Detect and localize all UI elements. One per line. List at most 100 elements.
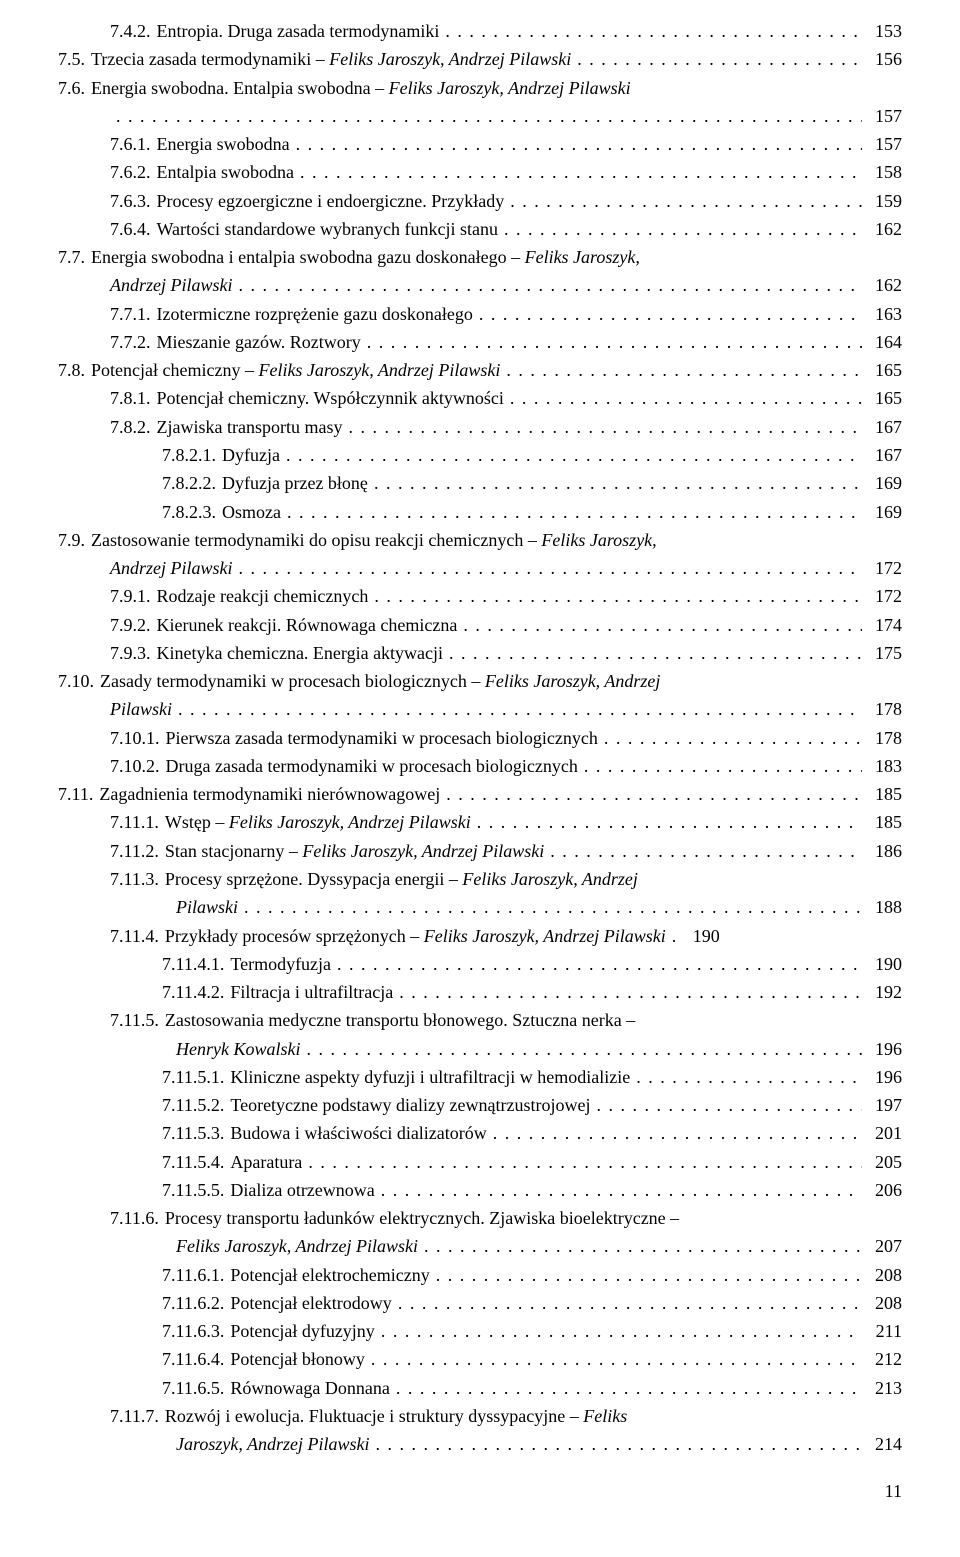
page-ref: 153	[862, 18, 902, 44]
entry-authors: Feliks Jaroszyk, Andrzej	[485, 671, 660, 691]
section-number: 7.11.1.	[110, 809, 165, 835]
leader-dots	[281, 499, 862, 525]
entry-title: Mieszanie gazów. Roztwory	[157, 329, 361, 355]
section-number: 7.4.2.	[110, 18, 157, 44]
leader-dots	[233, 555, 863, 581]
toc-entry: 7.11.6.4.Potencjał błonowy212	[58, 1346, 902, 1372]
entry-title: Zasady termodynamiki w procesach biologi…	[100, 668, 660, 694]
leader-dots	[365, 1346, 862, 1372]
toc-entry: 7.9.2.Kierunek reakcji. Równowaga chemic…	[58, 612, 902, 638]
page-ref: 208	[862, 1290, 902, 1316]
toc-entry-continuation: Henryk Kowalski196	[58, 1036, 902, 1062]
leader-dots	[294, 159, 862, 185]
toc-entry-continuation: Andrzej Pilawski172	[58, 555, 902, 581]
entry-continuation-text: Henryk Kowalski	[176, 1036, 300, 1062]
toc-entry: 7.9.3.Kinetyka chemiczna. Energia aktywa…	[58, 640, 902, 666]
section-number: 7.7.	[58, 244, 91, 270]
leader-dots	[375, 1318, 862, 1344]
page-ref: 158	[862, 159, 902, 185]
page-ref: 211	[862, 1318, 902, 1344]
leader-dots	[368, 583, 862, 609]
toc-entry: 7.11.4.1.Termodyfuzja190	[58, 951, 902, 977]
page-ref: 169	[862, 499, 902, 525]
leader-dots	[457, 612, 862, 638]
entry-continuation-text: Andrzej Pilawski	[110, 272, 233, 298]
page-ref: 214	[862, 1431, 902, 1457]
toc-entry: 7.8.Potencjał chemiczny – Feliks Jaroszy…	[58, 357, 902, 383]
page-ref: 186	[862, 838, 902, 864]
entry-title: Dializa otrzewnowa	[230, 1177, 374, 1203]
page-ref: 157	[862, 103, 902, 129]
toc-entry: 7.5.Trzecia zasada termodynamiki – Felik…	[58, 46, 902, 72]
section-number: 7.6.4.	[110, 216, 157, 242]
page-ref: 174	[862, 612, 902, 638]
section-number: 7.10.	[58, 668, 100, 694]
page-ref: 159	[862, 188, 902, 214]
toc-entry: 7.7.1.Izotermiczne rozprężenie gazu dosk…	[58, 301, 902, 327]
leader-dots	[504, 188, 862, 214]
entry-authors: Jaroszyk, Andrzej Pilawski	[176, 1434, 369, 1454]
section-number: 7.11.5.2.	[162, 1092, 230, 1118]
toc-entry: 7.8.2.3.Osmoza169	[58, 499, 902, 525]
entry-continuation-text: Pilawski	[176, 894, 238, 920]
section-number: 7.6.3.	[110, 188, 157, 214]
table-of-contents: 7.4.2.Entropia. Druga zasada termodynami…	[58, 18, 902, 1458]
section-number: 7.11.7.	[110, 1403, 165, 1429]
entry-title: Zagadnienia termodynamiki nierównowagowe…	[99, 781, 440, 807]
page-ref: 183	[862, 753, 902, 779]
entry-title: Wartości standardowe wybranych funkcji s…	[157, 216, 498, 242]
entry-continuation-text: Pilawski	[110, 696, 172, 722]
toc-entry: 7.7.2.Mieszanie gazów. Roztwory164	[58, 329, 902, 355]
entry-title: Aparatura	[230, 1149, 302, 1175]
page-ref: 201	[862, 1120, 902, 1146]
leader-dots	[369, 1431, 862, 1457]
entry-title: Wstęp – Feliks Jaroszyk, Andrzej Pilawsk…	[165, 809, 471, 835]
section-number: 7.9.2.	[110, 612, 157, 638]
entry-title: Stan stacjonarny – Feliks Jaroszyk, Andr…	[165, 838, 544, 864]
entry-continuation-text: Jaroszyk, Andrzej Pilawski	[176, 1431, 369, 1457]
section-number: 7.10.1.	[110, 725, 166, 751]
toc-entry: 7.7.Energia swobodna i entalpia swobodna…	[58, 244, 902, 270]
page-ref: 197	[862, 1092, 902, 1118]
toc-entry: 7.11.6.Procesy transportu ładunków elekt…	[58, 1205, 902, 1231]
page-ref: 175	[862, 640, 902, 666]
leader-dots	[443, 640, 862, 666]
page-ref: 206	[862, 1177, 902, 1203]
page-number: 11	[58, 1478, 902, 1504]
toc-entry: 7.11.5.Zastosowania medyczne transportu …	[58, 1007, 902, 1033]
page-ref: 162	[862, 216, 902, 242]
entry-title: Pierwsza zasada termodynamiki w procesac…	[166, 725, 598, 751]
leader-dots	[361, 329, 862, 355]
entry-authors: Feliks Jaroszyk, Andrzej Pilawski	[229, 812, 471, 832]
entry-title: Energia swobodna	[157, 131, 290, 157]
section-number: 7.8.2.3.	[162, 499, 222, 525]
leader-dots	[280, 442, 862, 468]
leader-dots	[487, 1120, 862, 1146]
section-number: 7.10.2.	[110, 753, 166, 779]
section-number: 7.11.5.1.	[162, 1064, 230, 1090]
toc-entry: 7.6.1.Energia swobodna157	[58, 131, 902, 157]
page-ref: 163	[862, 301, 902, 327]
toc-entry: 7.4.2.Entropia. Druga zasada termodynami…	[58, 18, 902, 44]
leader-dots	[471, 809, 862, 835]
toc-entry-continuation: Feliks Jaroszyk, Andrzej Pilawski207	[58, 1233, 902, 1259]
page-ref: 185	[862, 781, 902, 807]
entry-title: Dyfuzja	[222, 442, 280, 468]
entry-authors: Pilawski	[176, 897, 238, 917]
toc-entry: 7.11.6.1.Potencjał elektrochemiczny208	[58, 1262, 902, 1288]
entry-title: Procesy egzoergiczne i endoergiczne. Prz…	[157, 188, 505, 214]
toc-entry: 7.11.4.2.Filtracja i ultrafiltracja192	[58, 979, 902, 1005]
page-ref: 192	[862, 979, 902, 1005]
leader-dots	[590, 1092, 862, 1118]
toc-entry: 7.11.5.1.Kliniczne aspekty dyfuzji i ult…	[58, 1064, 902, 1090]
toc-entry: 7.11.7.Rozwój i ewolucja. Fluktuacje i s…	[58, 1403, 902, 1429]
toc-entry: 7.8.1.Potencjał chemiczny. Współczynnik …	[58, 385, 902, 411]
entry-authors: Feliks Jaroszyk, Andrzej Pilawski	[258, 360, 500, 380]
page-ref: 190	[680, 923, 720, 949]
section-number: 7.11.6.3.	[162, 1318, 230, 1344]
entry-title: Procesy sprzężone. Dyssypacja energii – …	[165, 866, 638, 892]
leader-dots	[393, 979, 862, 1005]
leader-dots	[390, 1375, 862, 1401]
page-ref: 212	[862, 1346, 902, 1372]
leader-dots	[342, 414, 862, 440]
